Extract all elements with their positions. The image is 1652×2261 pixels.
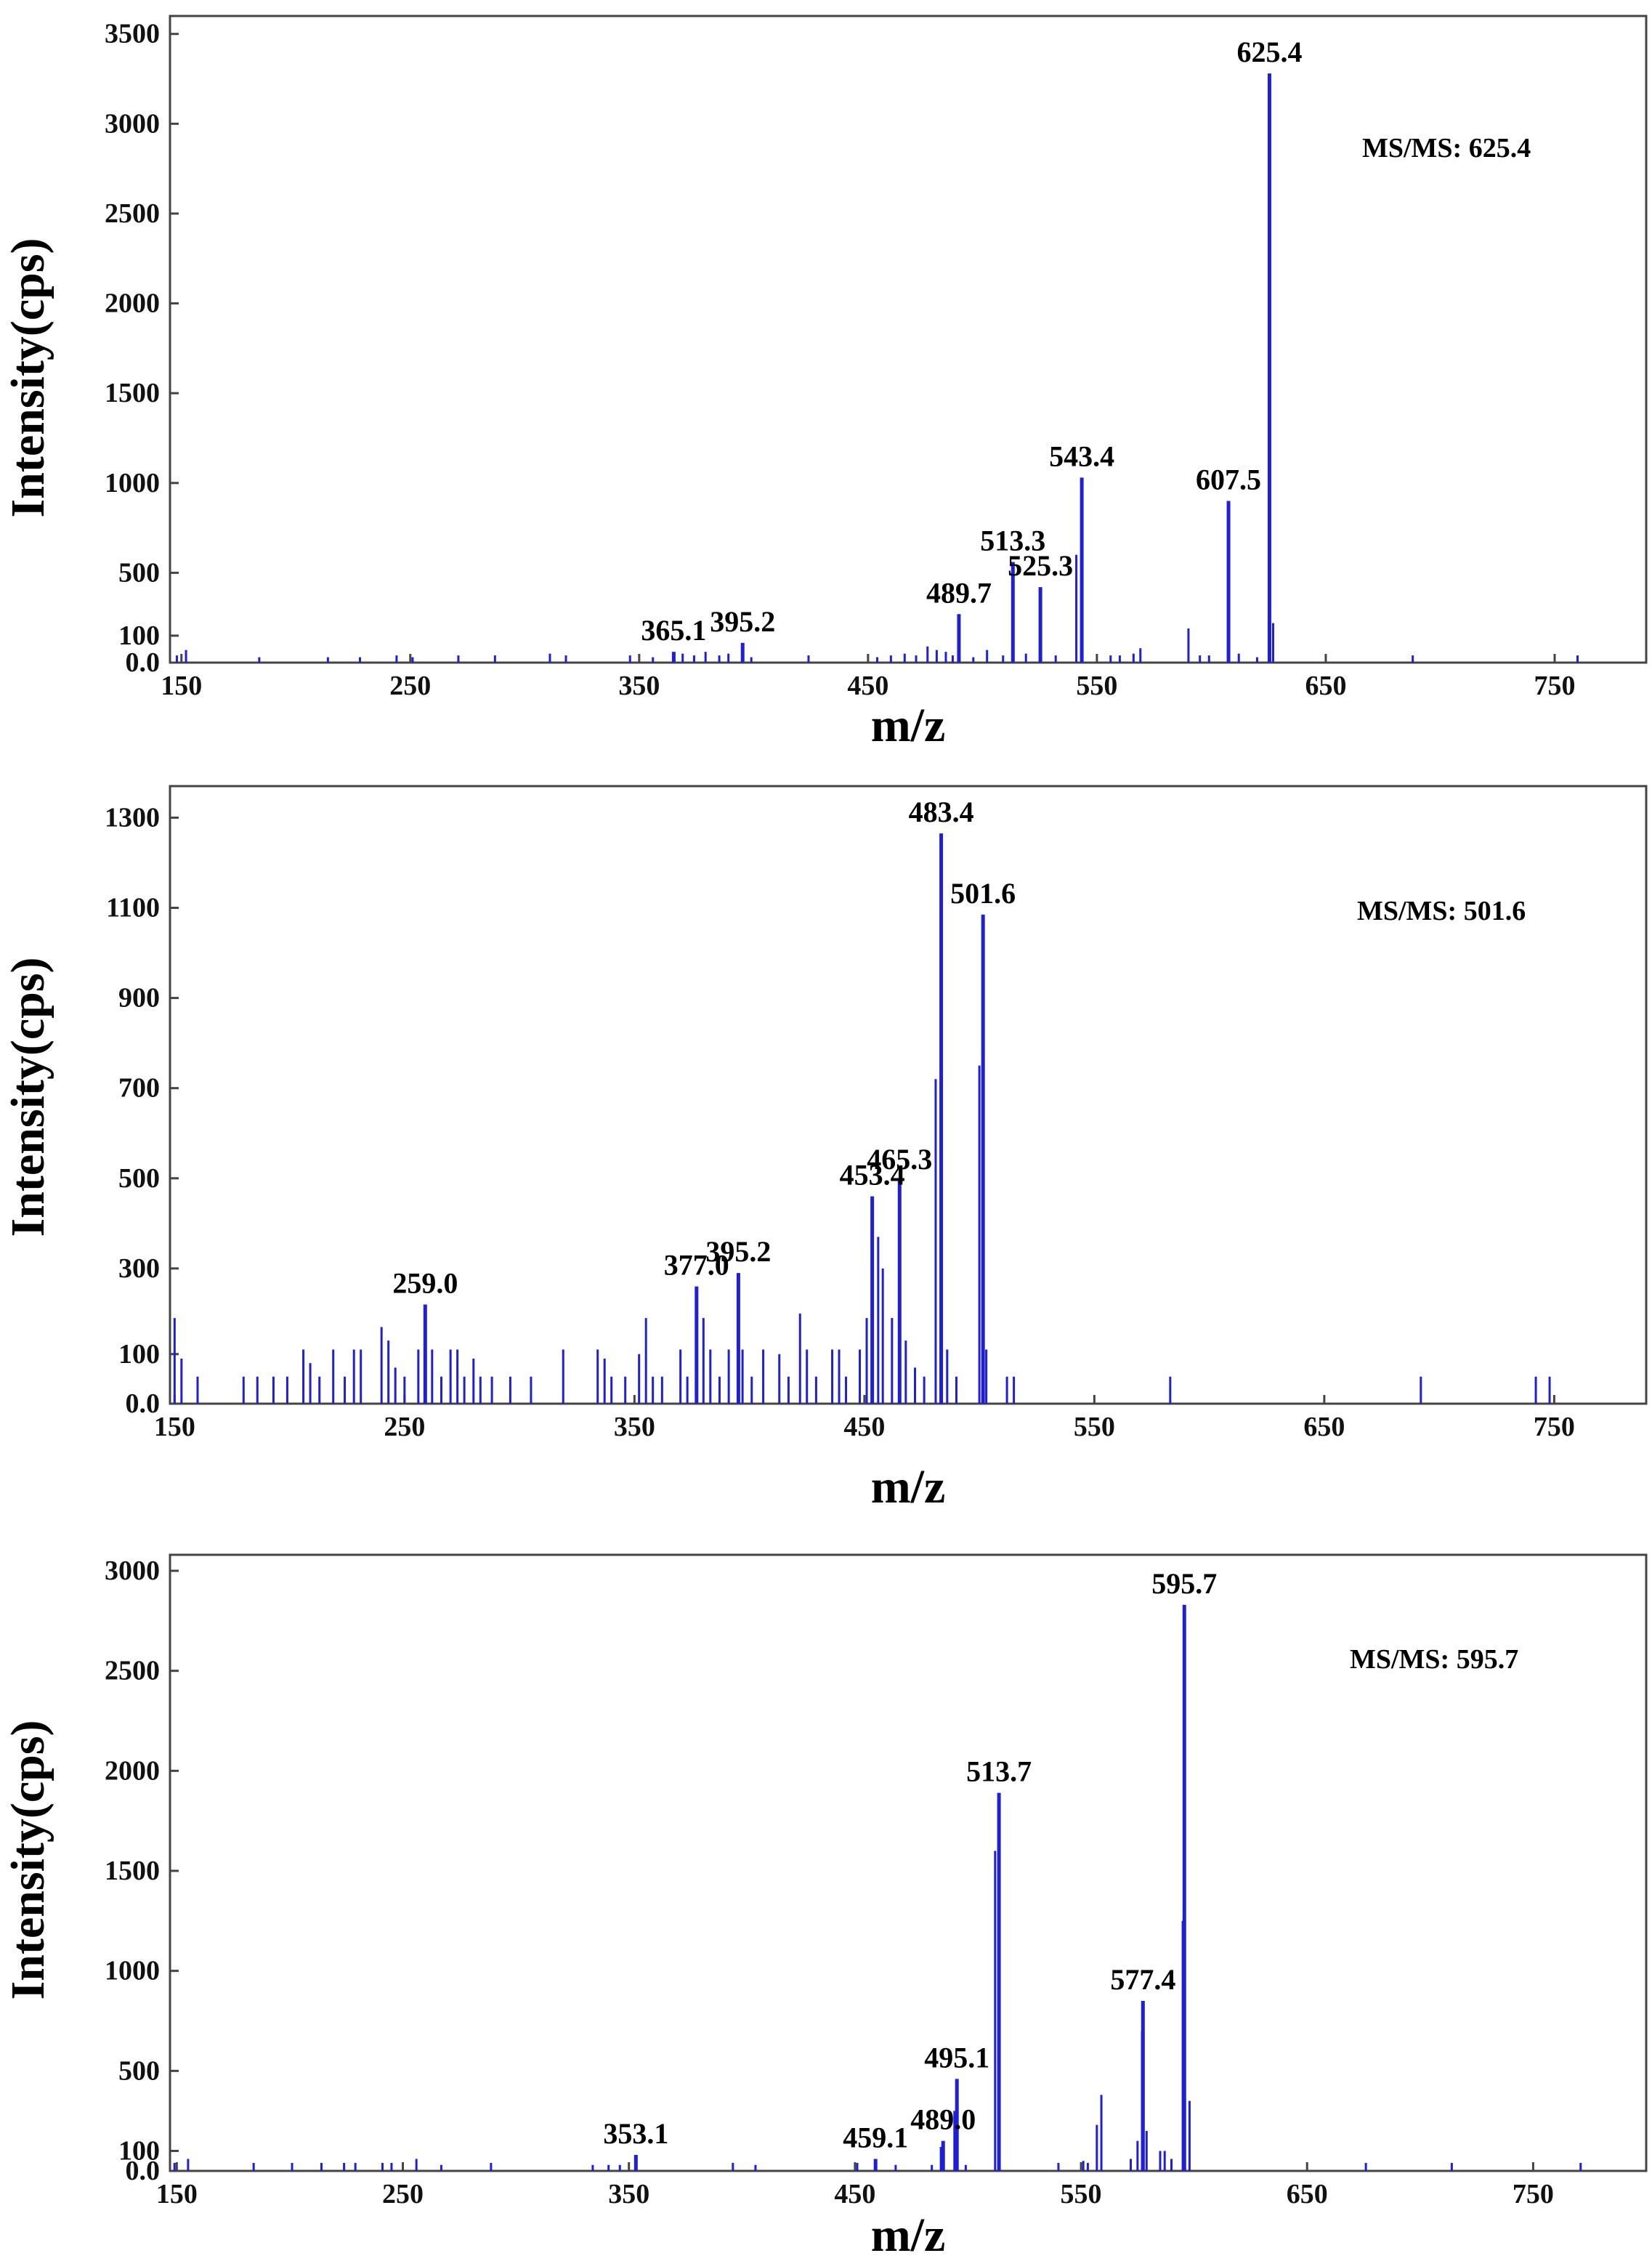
x-tick-label: 350 bbox=[618, 671, 660, 701]
x-tick-label: 450 bbox=[847, 671, 888, 701]
x-tick-label: 650 bbox=[1303, 1412, 1345, 1442]
y-tick-label: 500 bbox=[118, 2055, 160, 2086]
peak-label: 365.1 bbox=[641, 614, 706, 647]
precursor-label: MS/MS: 595.7 bbox=[1350, 1644, 1518, 1675]
peak-label: 395.2 bbox=[705, 1235, 771, 1268]
y-axis-label: Intensity(cps) bbox=[1, 957, 54, 1237]
peak-label: 525.3 bbox=[1008, 549, 1073, 582]
x-axis-label: m/z bbox=[871, 1460, 946, 1513]
peak-label: 377.0 bbox=[664, 1249, 729, 1282]
y-tick-label: 500 bbox=[118, 557, 160, 588]
y-tick-label: 0.0 bbox=[126, 647, 161, 678]
x-axis-label: m/z bbox=[871, 699, 946, 752]
spectrum-bars bbox=[173, 833, 1551, 1404]
x-tick-label: 350 bbox=[608, 2179, 649, 2209]
x-tick-label: 750 bbox=[1513, 2179, 1554, 2209]
peak-label: 353.1 bbox=[603, 2117, 668, 2150]
precursor-label: MS/MS: 501.6 bbox=[1357, 896, 1526, 926]
y-tick-label: 2000 bbox=[105, 1755, 160, 1786]
x-tick-label: 250 bbox=[389, 671, 431, 701]
y-tick-label: 2500 bbox=[105, 198, 160, 229]
y-tick-label: 2000 bbox=[105, 288, 160, 319]
peak-label: 577.4 bbox=[1110, 1963, 1175, 1996]
y-tick-label: 100 bbox=[118, 2135, 160, 2166]
plot-frame bbox=[169, 785, 1648, 1405]
x-tick-label: 550 bbox=[1061, 2179, 1102, 2209]
peak-label: 501.6 bbox=[950, 877, 1016, 910]
peak-label: 489.7 bbox=[926, 576, 992, 609]
y-axis-label: Intensity(cps) bbox=[1, 1720, 54, 1999]
x-tick-label: 350 bbox=[614, 1412, 655, 1442]
y-tick-label: 500 bbox=[118, 1163, 160, 1194]
y-tick-label: 1100 bbox=[106, 893, 160, 923]
peak-label: 489.0 bbox=[910, 2103, 976, 2136]
peak-label: 259.0 bbox=[392, 1267, 458, 1300]
y-tick-label: 100 bbox=[118, 1339, 160, 1370]
x-tick-label: 450 bbox=[834, 2179, 875, 2209]
y-tick-label: 100 bbox=[118, 620, 160, 651]
y-tick-label: 1000 bbox=[105, 1956, 160, 1986]
peak-label: 459.1 bbox=[843, 2121, 908, 2153]
peak-label: 395.2 bbox=[710, 605, 775, 638]
plot-frame bbox=[169, 1553, 1648, 2172]
peak-label: 483.4 bbox=[909, 796, 974, 828]
y-tick-label: 3000 bbox=[105, 1556, 160, 1586]
y-tick-label: 3500 bbox=[105, 19, 160, 49]
x-tick-label: 150 bbox=[161, 671, 202, 701]
y-tick-label: 1300 bbox=[105, 802, 160, 833]
x-tick-label: 650 bbox=[1305, 671, 1346, 701]
y-tick-label: 3000 bbox=[105, 108, 160, 139]
axis-ticks: 0.0 100 300 500 700 900 1100 1300 150 250 350 450 55… bbox=[105, 802, 1575, 1442]
y-tick-label: 2500 bbox=[105, 1656, 160, 1686]
x-tick-label: 550 bbox=[1076, 671, 1117, 701]
spectrum-bars bbox=[173, 1604, 1582, 2171]
precursor-label: MS/MS: 625.4 bbox=[1362, 133, 1531, 163]
y-tick-label: 700 bbox=[118, 1073, 160, 1104]
x-tick-label: 150 bbox=[154, 1412, 195, 1442]
peak-label: 607.5 bbox=[1196, 464, 1261, 496]
peak-label: 595.7 bbox=[1151, 1567, 1217, 1600]
x-tick-label: 750 bbox=[1534, 671, 1575, 701]
y-tick-label: 1500 bbox=[105, 378, 160, 408]
x-axis-label: m/z bbox=[871, 2209, 946, 2261]
peak-label: 625.4 bbox=[1236, 36, 1302, 68]
peak-label: 543.4 bbox=[1049, 440, 1114, 472]
peak-label: 495.1 bbox=[924, 2041, 989, 2074]
peak-label: 513.7 bbox=[966, 1755, 1032, 1788]
y-tick-label: 900 bbox=[118, 983, 160, 1014]
peak-label: 453.4 bbox=[840, 1159, 905, 1192]
y-tick-label: 1500 bbox=[105, 1856, 160, 1886]
x-tick-label: 450 bbox=[843, 1412, 885, 1442]
x-tick-label: 650 bbox=[1287, 2179, 1328, 2209]
x-tick-label: 750 bbox=[1534, 1412, 1575, 1442]
y-tick-label: 1000 bbox=[105, 468, 160, 498]
spectrum-panel-501: 0.0 100 300 500 700 900 1100 1300 150 250 350 450 55… bbox=[1, 785, 1648, 1513]
y-tick-label: 300 bbox=[118, 1253, 160, 1284]
x-tick-label: 550 bbox=[1074, 1412, 1115, 1442]
x-tick-label: 150 bbox=[156, 2179, 198, 2209]
x-tick-label: 250 bbox=[382, 2179, 424, 2209]
spectrum-bars bbox=[175, 73, 1579, 663]
peak-label: 513.3 bbox=[980, 525, 1045, 557]
plot-frame bbox=[169, 15, 1648, 664]
y-tick-label: 0.0 bbox=[126, 2156, 161, 2186]
peak-label: 465.3 bbox=[867, 1143, 932, 1176]
x-tick-label: 250 bbox=[384, 1412, 425, 1442]
y-axis-label: Intensity(cps) bbox=[1, 238, 54, 517]
y-tick-label: 0.0 bbox=[126, 1388, 161, 1419]
